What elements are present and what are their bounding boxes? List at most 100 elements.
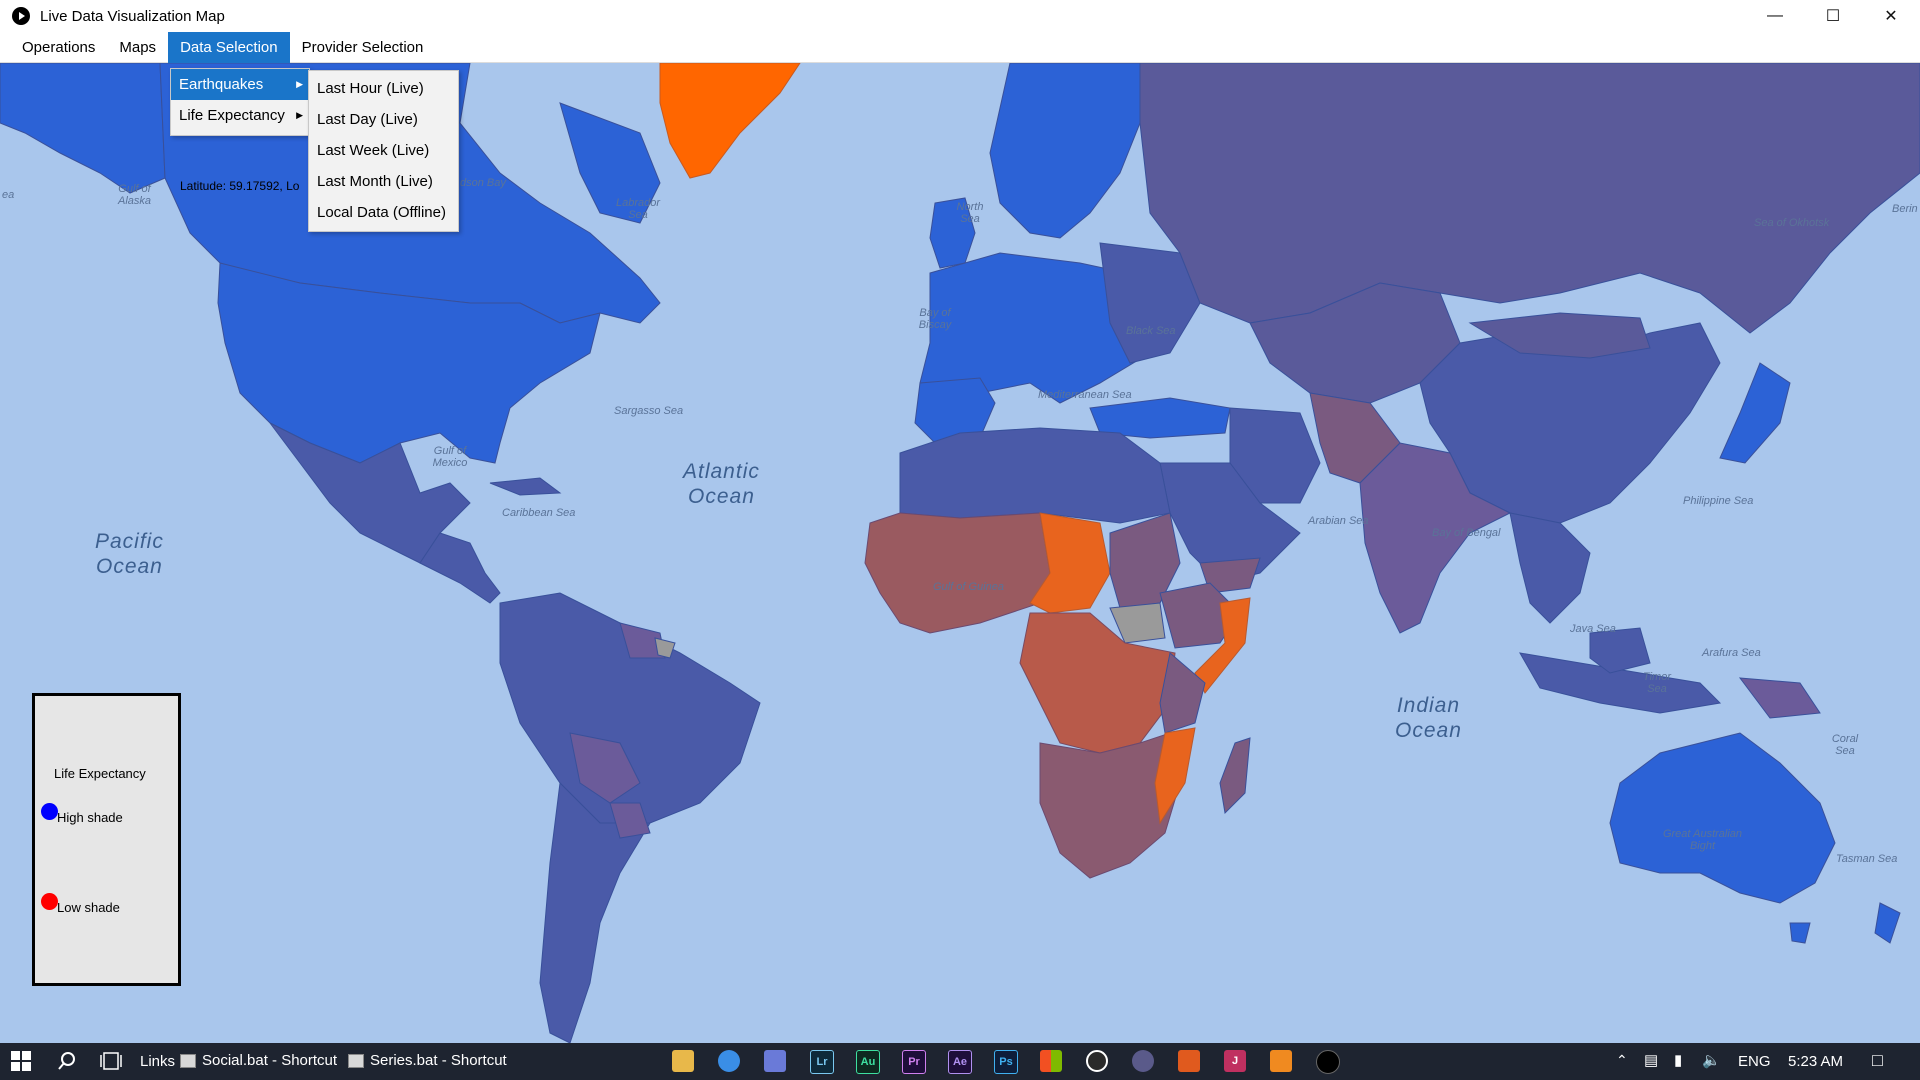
sea-label: Tasman Sea [1836, 853, 1898, 865]
sea-label: Sargasso Sea [614, 405, 684, 417]
region-mozambique [1154, 727, 1196, 825]
file-explorer-icon[interactable] [672, 1050, 694, 1072]
shortcut-file-icon [348, 1053, 364, 1068]
sea-label: Caribbean Sea [502, 507, 576, 519]
premiere-icon[interactable]: Pr [902, 1050, 926, 1074]
firefox-icon[interactable] [718, 1050, 740, 1072]
volume-icon[interactable]: 🔈 [1702, 1052, 1721, 1069]
sea-label: Mediterranean Sea [1038, 389, 1132, 401]
minimize-button[interactable]: — [1767, 7, 1783, 24]
sea-label: Gulf of Guinea [933, 581, 1004, 593]
submenu-last-hour[interactable]: Last Hour (Live) [317, 80, 424, 97]
sea-label: Black Sea [1126, 325, 1176, 337]
photoshop-icon[interactable]: Ps [994, 1050, 1018, 1074]
submenu-last-week[interactable]: Last Week (Live) [317, 142, 430, 159]
store-icon[interactable] [1040, 1050, 1062, 1072]
region-southern-africa [1039, 732, 1181, 879]
region-alaska [0, 63, 166, 194]
menu-provider-selection[interactable]: Provider Selection [301, 38, 424, 56]
region-bolivia [569, 732, 641, 804]
sea-label: dson Bay [460, 177, 506, 189]
audition-icon[interactable]: Au [856, 1050, 880, 1074]
region-australia [1609, 732, 1836, 904]
lightroom-icon[interactable]: Lr [810, 1050, 834, 1074]
world-map[interactable]: Pacific Ocean Atlantic Ocean Indian Ocean G… [0, 63, 1920, 1043]
region-paraguay [609, 802, 651, 839]
region-tasmania [1789, 922, 1811, 944]
sublime-icon[interactable] [1270, 1050, 1292, 1072]
menu-data-selection[interactable]: Data Selection [168, 31, 290, 63]
app-icon[interactable] [1132, 1050, 1154, 1072]
windows-start-icon[interactable] [10, 1050, 32, 1072]
region-nigeria-chad [1029, 512, 1111, 614]
menu-maps[interactable]: Maps [119, 38, 157, 56]
sea-label: Philippine Sea [1683, 495, 1754, 507]
window-title: Live Data Visualization Map [40, 7, 225, 25]
chevron-up-icon[interactable]: ⌃ [1616, 1052, 1628, 1068]
sea-label: Labrador Sea [615, 197, 661, 221]
live-map-app-icon[interactable] [1316, 1050, 1340, 1074]
sea-label: Gulf of Mexico [432, 445, 468, 469]
links-toolbar-label[interactable]: Links [140, 1053, 176, 1070]
menu-item-earthquakes[interactable]: Earthquakes ▶ [171, 69, 309, 100]
legend-panel: Life Expectancy High shade Low shade [32, 693, 181, 986]
low-shade-dot [41, 893, 58, 910]
ocean-label: Atlantic Ocean [683, 460, 760, 508]
region-scandinavia [989, 63, 1151, 239]
region-guyana [619, 622, 666, 659]
region-central-america [419, 532, 501, 604]
submenu-local-data[interactable]: Local Data (Offline) [317, 204, 446, 221]
region-mexico [269, 422, 471, 564]
region-canada-east [559, 102, 661, 224]
sea-label: Bay of Biscay [918, 307, 952, 331]
region-north-africa [899, 427, 1171, 524]
chevron-right-icon: ▶ [296, 79, 303, 89]
region-japan [1719, 362, 1791, 464]
battery-icon[interactable]: ▮ [1674, 1052, 1683, 1069]
jetbrains-icon[interactable]: J [1224, 1050, 1246, 1072]
region-indonesia [1519, 652, 1722, 714]
task-view-icon[interactable] [100, 1050, 122, 1072]
sea-label: Berin [1892, 203, 1918, 215]
ocean-label: Pacific Ocean [95, 530, 164, 578]
after-effects-icon[interactable]: Ae [948, 1050, 972, 1074]
region-southeast-asia [1509, 512, 1591, 624]
region-south-sudan [1109, 602, 1166, 644]
network-icon[interactable]: ▤ [1644, 1052, 1659, 1069]
language-indicator[interactable]: ENG [1738, 1053, 1771, 1070]
region-west-africa [864, 512, 1051, 634]
matlab-icon[interactable] [1178, 1050, 1200, 1072]
taskbar: Links Social.bat - Shortcut Series.bat -… [0, 1043, 1920, 1080]
region-greenland [659, 63, 801, 179]
notification-icon[interactable]: □ [1872, 1050, 1883, 1070]
coordinate-readout: Latitude: 59.17592, Lo [180, 179, 300, 193]
submenu-last-day[interactable]: Last Day (Live) [317, 111, 418, 128]
high-shade-label: High shade [57, 810, 123, 825]
sea-label: Java Sea [1570, 623, 1616, 635]
app-logo-icon [12, 7, 30, 25]
menu-operations[interactable]: Operations [22, 38, 96, 56]
region-mongolia [1468, 312, 1651, 359]
region-new-zealand [1874, 902, 1901, 944]
shortcut-social[interactable]: Social.bat - Shortcut [180, 1052, 337, 1069]
sea-label: Great Australian Bight [1662, 828, 1743, 852]
clock[interactable]: 5:23 AM [1788, 1053, 1844, 1070]
sea-label: Arabian Sea [1308, 515, 1369, 527]
region-png [1738, 677, 1821, 719]
region-madagascar [1219, 737, 1251, 815]
sea-label: Gulf of Alaska [117, 183, 152, 207]
chevron-right-icon: ▶ [296, 110, 303, 120]
close-button[interactable]: ✕ [1884, 8, 1898, 25]
submenu-last-month[interactable]: Last Month (Live) [317, 173, 433, 190]
menu-bar: Operations Maps Data Selection Provider … [0, 31, 1920, 63]
sea-label: North Sea [956, 201, 984, 225]
obs-icon[interactable] [1086, 1050, 1108, 1072]
sea-label: Coral Sea [1831, 733, 1859, 757]
maximize-button[interactable]: ☐ [1825, 8, 1841, 25]
search-icon[interactable] [56, 1050, 78, 1072]
region-india [1359, 442, 1512, 634]
menu-item-life-expectancy[interactable]: Life Expectancy ▶ [171, 100, 309, 131]
region-arabia [1159, 462, 1301, 584]
shortcut-series[interactable]: Series.bat - Shortcut [348, 1052, 507, 1069]
discord-icon[interactable] [764, 1050, 786, 1072]
